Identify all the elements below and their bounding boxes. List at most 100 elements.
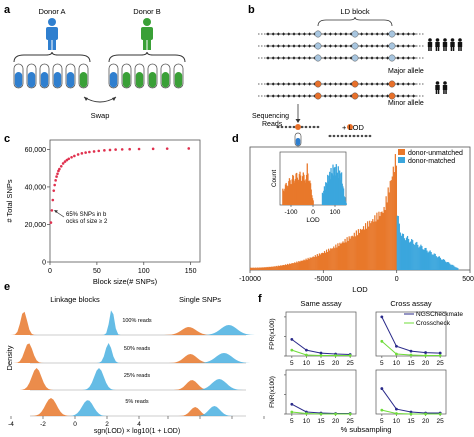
inset-bar: [299, 171, 301, 205]
row-label: 50% reads: [124, 346, 151, 352]
inset-bar: [343, 196, 345, 205]
inset-bar: [340, 180, 342, 205]
snp-marker: [297, 56, 301, 60]
inset-bar: [293, 180, 295, 205]
snp-marker: [280, 125, 284, 129]
histogram-bar: [457, 268, 459, 270]
series-point: [395, 407, 398, 411]
x-tick-label: 25: [347, 418, 355, 425]
snp-marker: [292, 82, 296, 86]
x-tick-label: 0: [395, 276, 399, 283]
histogram-bar: [432, 254, 434, 270]
snp-marker: [287, 94, 291, 98]
snp-marker: [406, 56, 410, 60]
x-tick-label: -5000: [314, 276, 332, 283]
density-curve: [3, 343, 147, 363]
inset-bar: [290, 184, 292, 205]
plot-frame: [375, 369, 447, 415]
histogram-bar: [399, 232, 401, 270]
series-point: [380, 408, 384, 412]
data-point: [80, 152, 84, 155]
density-curve: [3, 311, 147, 335]
histogram-bar: [261, 267, 263, 270]
series-point: [334, 412, 337, 416]
x-tick-label: 10: [393, 418, 401, 425]
histogram-bar: [397, 215, 399, 270]
y-tick-label: 60,000: [25, 147, 47, 154]
data-point: [88, 150, 91, 154]
snp-marker: [380, 82, 384, 86]
snp-marker: [412, 94, 416, 98]
inset-bar: [304, 182, 306, 205]
brace: [13, 51, 91, 63]
snp-marker: [401, 82, 405, 86]
histogram-bar: [323, 251, 326, 270]
histogram-bar: [444, 261, 447, 270]
series-point: [334, 354, 337, 357]
histogram-bar: [307, 257, 309, 270]
chart-d: -10000 -5000 0 5000 LOD donor-unmatcheddonor-…: [239, 146, 474, 294]
snp-marker: [339, 32, 343, 36]
inset-bar: [323, 190, 325, 205]
histogram-bar: [360, 229, 363, 270]
minor-allele-label: Minor allele: [388, 100, 424, 107]
inset-bar: [300, 175, 302, 205]
histogram-bar: [359, 228, 362, 270]
inset-bar: [291, 179, 293, 205]
inset-bar: [336, 172, 339, 205]
snp-marker: [386, 94, 390, 98]
data-point: [120, 148, 124, 151]
allele-dot: [314, 92, 322, 100]
inset-bar: [296, 177, 299, 205]
x-tick-label: 2: [105, 421, 109, 428]
series-point: [290, 337, 294, 341]
inset-bar: [298, 174, 300, 205]
histogram-bar: [268, 266, 270, 270]
person-icon: [450, 46, 453, 51]
snp-marker: [282, 44, 286, 48]
tube-fill: [53, 72, 62, 88]
histogram-bar: [295, 262, 297, 270]
inset-bar: [341, 183, 343, 205]
snp-marker: [370, 82, 374, 86]
y-axis-label: FPR(x100): [269, 318, 276, 349]
snp-marker: [336, 134, 340, 138]
snp-marker: [412, 82, 416, 86]
snp-marker: [316, 125, 320, 129]
inset-bar: [289, 180, 291, 205]
histogram-bar: [373, 221, 375, 270]
histogram-bar: [401, 233, 404, 270]
snp-marker: [339, 44, 343, 48]
person-icon: [427, 42, 433, 47]
group-label: Single SNPs: [179, 295, 221, 304]
histogram-bar: [351, 235, 353, 270]
histogram-bar: [330, 248, 332, 270]
histogram-bar: [377, 219, 379, 270]
inset-bar: [290, 184, 293, 205]
series-point: [395, 352, 398, 356]
x-tick-label: 5: [290, 418, 294, 425]
histogram-bar: [419, 246, 421, 270]
inset-bar: [336, 172, 338, 205]
snp-marker: [292, 44, 296, 48]
histogram-bar: [251, 267, 253, 270]
allele-dot: [314, 30, 322, 38]
snp-marker: [292, 56, 296, 60]
histogram-bar: [327, 251, 329, 270]
legend-swatch: [398, 157, 405, 163]
snp-marker: [344, 56, 348, 60]
histogram-bar: [362, 226, 365, 270]
inset-bar: [333, 175, 335, 205]
inset-bar: [292, 174, 294, 205]
data-point: [58, 167, 61, 171]
density-curve: [3, 343, 147, 363]
x-tick-label: 20: [422, 418, 430, 425]
y-tick-label: 20,000: [25, 222, 47, 229]
histogram-bar: [375, 221, 377, 270]
allele-dot: [388, 30, 396, 38]
snp-marker: [276, 82, 280, 86]
data-point: [114, 148, 117, 151]
histogram-bar: [297, 262, 299, 270]
snp-marker: [266, 44, 270, 48]
